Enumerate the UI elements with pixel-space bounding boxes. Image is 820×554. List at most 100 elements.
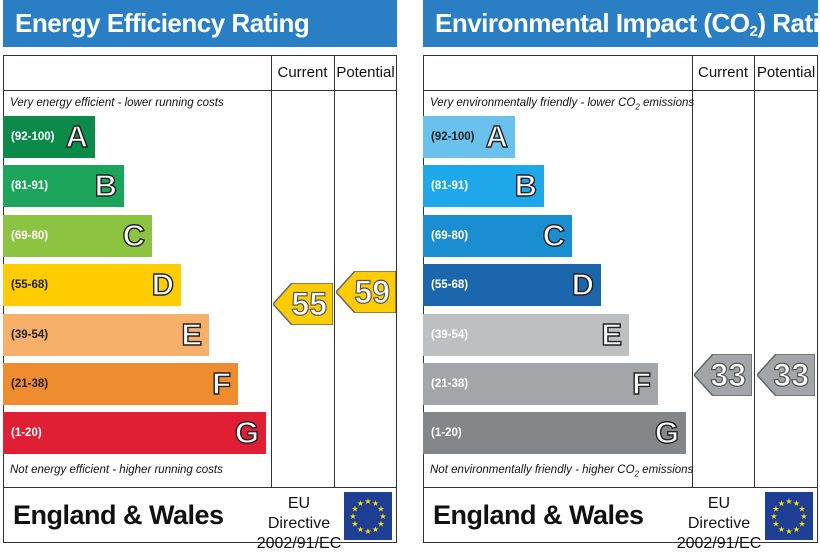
energy-potential-arrow-shape [336,271,396,313]
energy-band-range: (81-91) [11,180,49,192]
environment-divider-potential [754,55,755,487]
environment-band-letter: E [601,316,623,352]
energy-band-range: (92-100) [11,131,55,143]
environment-directive-line1: EU Directive [687,495,751,532]
environment-eu-flag: ★ ★ ★ ★ ★ ★ ★ ★ ★ ★ ★ ★ [765,492,813,540]
energy-band-a: (92-100) A [3,116,95,158]
environment-title-sub: 2 [749,23,758,40]
energy-col-potential: Potential [336,64,395,81]
energy-band-b: (81-91) B [3,165,124,207]
environment-band-letter: F [631,365,651,401]
environment-directive: EU Directive 2002/91/EC [676,494,762,554]
energy-band-letter: A [65,118,89,154]
environment-bottom-note-part2: emissions [638,464,694,476]
environment-band-range: (1-20) [431,427,462,439]
eu-stars-icon: ★★★★★★★★★ ★ ★★ [770,497,807,536]
environment-band-c: (69-80) C [423,215,572,257]
energy-band-letter: F [211,365,231,401]
eu-star-icon: ★ [785,497,792,506]
eu-star-icon: ★ [793,499,800,508]
eu-star-icon: ★ [357,499,364,508]
environment-band-range: (81-91) [431,180,469,192]
environment-band-letter: D [571,266,595,302]
energy-potential-value: 59 [354,273,391,310]
environment-col-current: Current [697,64,749,81]
environment-directive-line2: 2002/91/EC [676,535,762,552]
eu-star-icon: ★ [793,525,800,534]
eu-star-icon: ★ [379,512,386,521]
energy-current-arrow: 55 [273,283,333,325]
eu-star-icon: ★ [357,525,364,534]
environment-bottom-note: Not environmentally friendly - higher CO… [430,464,693,478]
environment-band-f: (21-38) F [423,363,658,405]
energy-divider-current [271,55,272,487]
energy-top-note: Very energy efficient - lower running co… [10,97,224,109]
environment-current-arrow: 33 [694,354,752,396]
energy-directive-line1: EU Directive [267,495,331,532]
energy-directive-line2: 2002/91/EC [256,535,342,552]
environment-band-range: (92-100) [431,131,475,143]
energy-col-current: Current [277,64,328,81]
environment-divider-current [692,55,693,487]
energy-title-text: Energy Efficiency Rating [15,8,310,38]
eu-star-icon: ★ [778,499,785,508]
environment-footer-rule [423,487,818,488]
energy-bottom-note: Not energy efficient - higher running co… [10,464,223,476]
eu-star-icon: ★ [772,520,779,529]
eu-star-icon: ★ [778,525,785,534]
eu-star-icon: ★ [349,512,356,521]
eu-star-icon: ★ [377,505,384,514]
energy-directive: EU Directive 2002/91/EC [256,494,342,554]
environment-top-note-part2: emissions [639,97,695,109]
environment-bottom-note-sub: 2 [634,469,639,479]
energy-band-letter: G [234,414,260,450]
environment-band-letter: A [485,118,509,154]
eu-star-icon: ★ [372,499,379,508]
environment-band-g: (1-20) G [423,412,686,454]
environment-header-rule [423,90,818,91]
eu-star-icon: ★ [364,527,371,536]
energy-band-e: (39-54) E [3,314,209,356]
energy-efficiency-panel: Energy Efficiency Rating Current Potenti… [3,0,398,552]
environment-band-b: (81-91) B [423,165,544,207]
eu-star-icon: ★ [364,497,371,506]
energy-band-range: (39-54) [11,329,49,341]
environment-current-value: 33 [710,356,747,393]
eu-star-icon: ★ [772,505,779,514]
eu-star-icon: ★ [800,512,807,521]
environment-top-note-part1: Very environmentally friendly - lower CO [430,97,636,109]
eu-star-icon: ★ [351,520,358,529]
eu-star-icon: ★ [770,512,777,521]
eu-star-icon: ★ [377,520,384,529]
environment-potential-arrow-shape [757,354,815,396]
environment-band-letter: C [542,217,566,253]
eu-star-icon: ★ [785,527,792,536]
environment-top-note: Very environmentally friendly - lower CO… [430,97,694,111]
eu-star-icon: ★ [351,505,358,514]
environment-potential-value: 33 [773,356,810,393]
environment-current-arrow-shape [694,354,752,396]
energy-current-arrow-shape [273,283,333,325]
environment-band-range: (69-80) [431,230,469,242]
energy-eu-flag: ★ ★ ★ ★ ★ ★ ★ ★ ★ ★ ★ ★ [344,492,392,540]
energy-band-d: (55-68) D [3,264,181,306]
environment-band-d: (55-68) D [423,264,601,306]
energy-band-range: (69-80) [11,230,49,242]
environment-col-potential: Potential [756,64,816,81]
energy-band-range: (21-38) [11,378,49,390]
energy-country: England & Wales [13,500,224,530]
energy-band-c: (69-80) C [3,215,152,257]
energy-band-letter: D [151,266,175,302]
environmental-impact-panel: Environmental Impact (CO2) Rating Curren… [423,0,820,552]
eu-star-icon: ★ [372,525,379,534]
energy-title: Energy Efficiency Rating [3,0,397,47]
energy-divider-potential [334,55,335,487]
environment-band-letter: G [654,414,680,450]
environment-band-range: (55-68) [431,279,469,291]
energy-band-g: (1-20) G [3,412,266,454]
environment-country: England & Wales [433,500,644,530]
environment-band-letter: B [514,167,538,203]
energy-header-rule [3,90,397,91]
environment-top-note-sub: 2 [635,102,640,112]
energy-potential-arrow: 59 [336,271,396,313]
